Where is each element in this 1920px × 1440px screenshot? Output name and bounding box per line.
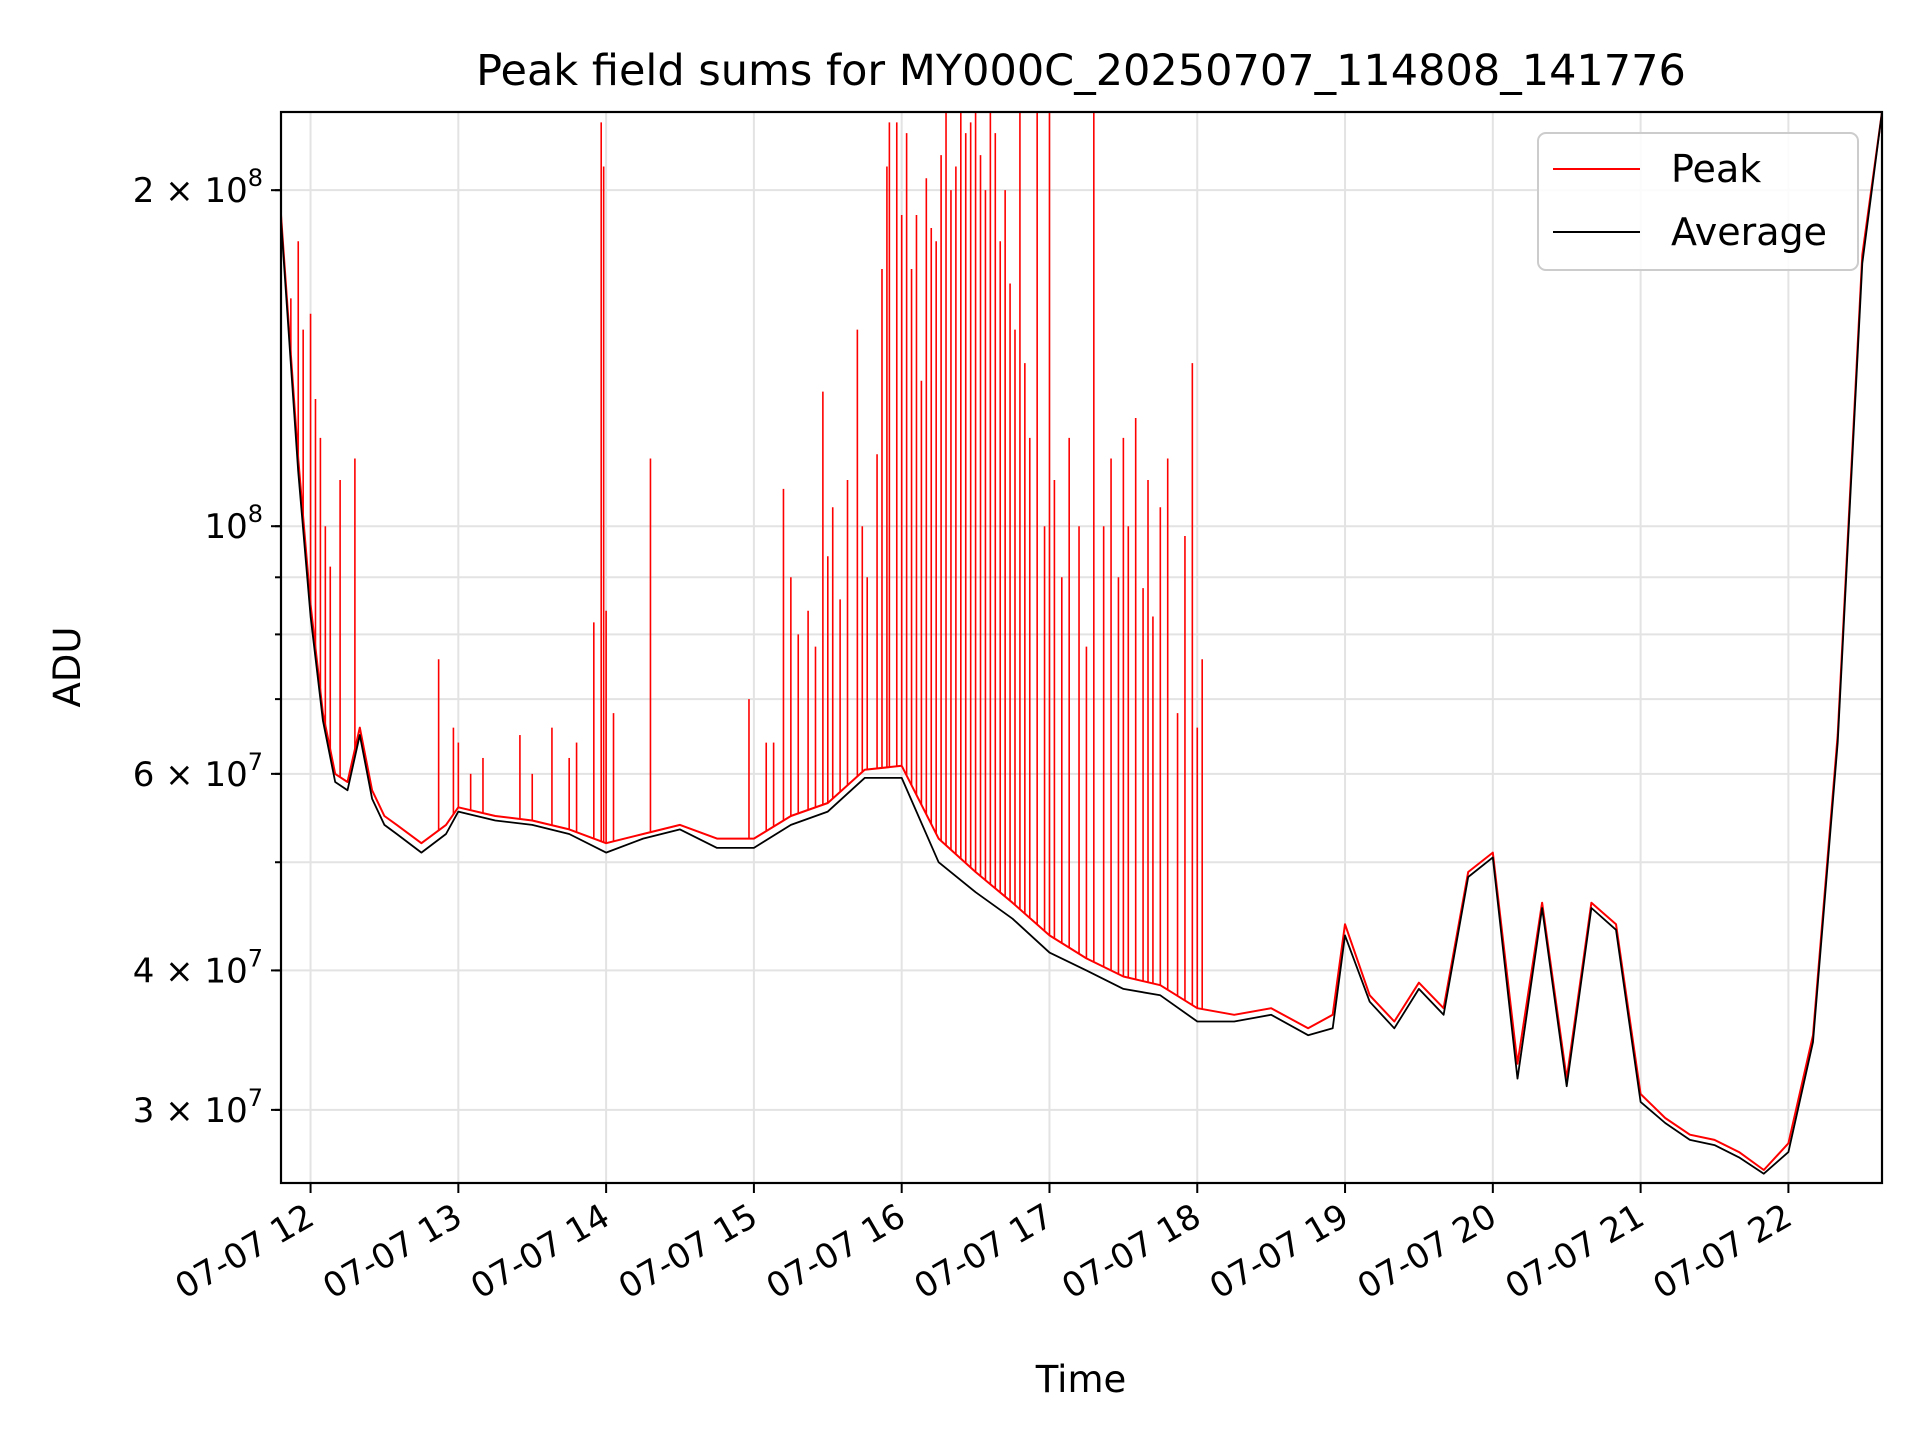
- legend: Peak Average: [1537, 132, 1859, 271]
- y-tick-label: 108: [204, 500, 263, 547]
- series-line-peak: [280, 111, 1883, 1171]
- x-axis-label: Time: [1035, 1358, 1127, 1401]
- chart-title: Peak field sums for MY000C_20250707_1148…: [476, 46, 1686, 96]
- y-tick-label: 2 × 108: [133, 164, 263, 211]
- legend-label-peak: Peak: [1671, 147, 1761, 191]
- plot-area: [281, 112, 1882, 1183]
- series-line-average: [280, 111, 1883, 1175]
- y-tick-label: 4 × 107: [133, 944, 263, 991]
- y-tick-label: 6 × 107: [133, 748, 263, 795]
- y-axis-label: ADU: [46, 627, 89, 708]
- series-layer: [280, 111, 1883, 1175]
- plot-frame: [279, 110, 1884, 1185]
- grid-layer: [281, 112, 1882, 1183]
- legend-label-average: Average: [1671, 210, 1827, 254]
- y-tick-label: 3 × 107: [133, 1084, 263, 1131]
- legend-frame: [1537, 132, 1859, 271]
